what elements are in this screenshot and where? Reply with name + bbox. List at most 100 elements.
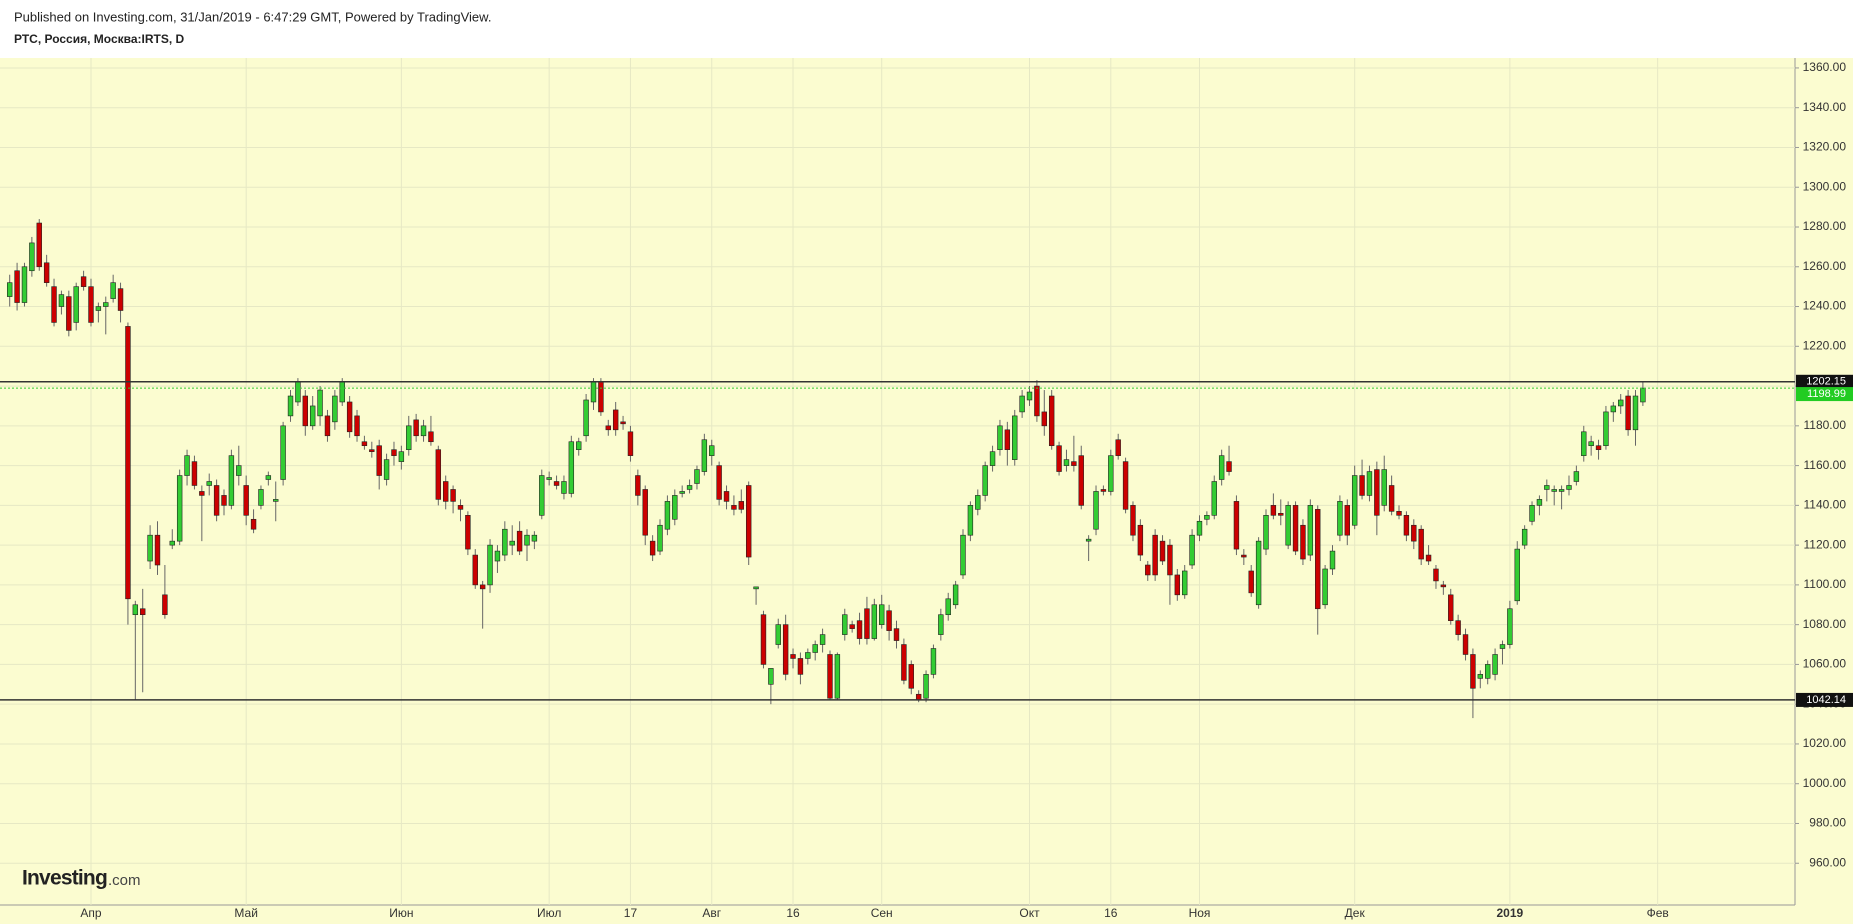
- candle-body: [1241, 554, 1247, 558]
- candle-body: [1026, 391, 1033, 401]
- candle-body: [1603, 411, 1609, 447]
- candle-body: [672, 495, 678, 520]
- candle-body: [413, 419, 419, 437]
- level-label: 1042.14: [1806, 694, 1846, 706]
- candle-body: [309, 405, 316, 427]
- candle-body: [694, 469, 700, 484]
- candle-body: [1625, 395, 1631, 431]
- candle-body: [583, 399, 589, 437]
- x-tick-label: Июл: [537, 906, 561, 920]
- candle-body: [1233, 501, 1240, 550]
- candle-body: [287, 395, 294, 417]
- candle-body: [1640, 387, 1646, 403]
- y-tick-label: 1340.00: [1803, 100, 1847, 114]
- candle-body: [539, 475, 545, 516]
- candle-body: [1351, 475, 1358, 526]
- candle-body: [1514, 548, 1520, 602]
- candle-body: [14, 270, 20, 303]
- candle-body: [649, 540, 656, 556]
- y-tick-label: 1140.00: [1804, 498, 1847, 512]
- candle-body: [332, 395, 338, 423]
- y-tick-label: 1120.00: [1804, 537, 1847, 551]
- y-tick-label: 1320.00: [1803, 140, 1847, 154]
- candle-body: [383, 459, 390, 480]
- candle-body: [1167, 544, 1173, 576]
- candle-body: [945, 598, 951, 616]
- candle-body: [1270, 505, 1277, 516]
- candle-body: [228, 455, 235, 506]
- candle-body: [1226, 461, 1232, 472]
- candle-body: [243, 485, 249, 516]
- candle-body: [908, 664, 914, 689]
- candle-body: [479, 584, 486, 590]
- candle-body: [1566, 485, 1572, 490]
- candle-body: [1315, 509, 1321, 610]
- candle-body: [191, 461, 198, 486]
- candle-body: [1174, 574, 1181, 596]
- candle-body: [36, 222, 42, 268]
- candle-body: [1581, 431, 1587, 456]
- candle-body: [1263, 515, 1269, 550]
- last-price-bg: [1796, 387, 1853, 402]
- candle-body: [295, 381, 301, 403]
- candle-body: [147, 534, 153, 562]
- candle-body: [745, 485, 752, 558]
- x-tick-label: Ноя: [1189, 906, 1211, 920]
- candle-body: [354, 415, 360, 437]
- candle-body: [302, 395, 308, 427]
- logo-suffix: .com: [108, 872, 141, 889]
- candle-body: [1152, 534, 1158, 576]
- candle-body: [975, 495, 981, 510]
- candle-body: [1573, 471, 1580, 482]
- y-tick-label: 1000.00: [1803, 776, 1847, 790]
- y-tick-label: 1300.00: [1803, 179, 1847, 193]
- candle-body: [88, 286, 94, 323]
- candle-body: [930, 648, 937, 675]
- candle-body: [842, 614, 848, 635]
- candle-body: [132, 604, 139, 616]
- candle-body: [901, 644, 907, 681]
- candle-body: [1529, 505, 1535, 522]
- candle-body: [206, 481, 212, 486]
- candle-body: [73, 286, 79, 323]
- y-tick-label: 1080.00: [1803, 617, 1847, 631]
- candle-body: [443, 481, 449, 502]
- candle-body: [1004, 429, 1011, 450]
- candle-body: [435, 449, 442, 500]
- candle-body: [1322, 568, 1328, 606]
- candle-body: [29, 242, 35, 272]
- y-tick-label: 1060.00: [1803, 657, 1847, 671]
- candle-body: [1085, 538, 1092, 542]
- plot-bg: [0, 58, 1853, 924]
- candle-body: [879, 604, 885, 625]
- y-tick-label: 1260.00: [1803, 259, 1847, 273]
- candle-body: [546, 477, 552, 480]
- candle-body: [1403, 515, 1410, 536]
- candle-body: [1374, 469, 1380, 516]
- x-tick-label: Авг: [702, 906, 721, 920]
- candle-body: [960, 534, 966, 576]
- x-tick-label: 17: [624, 906, 638, 920]
- candle-body: [1019, 395, 1025, 413]
- candle-body: [1278, 513, 1284, 516]
- candle-body: [213, 485, 220, 516]
- candle-body: [834, 654, 841, 699]
- candle-body: [805, 652, 811, 659]
- candle-body: [509, 540, 515, 546]
- candle-body: [1558, 489, 1565, 492]
- candle-body: [1477, 674, 1484, 679]
- candle-body: [1145, 564, 1151, 576]
- y-tick-label: 1280.00: [1803, 219, 1847, 233]
- candle-body: [1484, 664, 1491, 679]
- candle-body: [110, 282, 116, 299]
- candle-body: [125, 326, 131, 600]
- candle-body: [1137, 524, 1144, 556]
- candle-body: [576, 441, 582, 450]
- candle-body: [1012, 415, 1018, 460]
- x-tick-label: Окт: [1019, 906, 1040, 920]
- candle-body: [117, 288, 124, 311]
- candle-body: [753, 586, 759, 590]
- candle-body: [738, 501, 745, 510]
- candle-body: [1108, 455, 1114, 492]
- candle-body: [1418, 528, 1424, 560]
